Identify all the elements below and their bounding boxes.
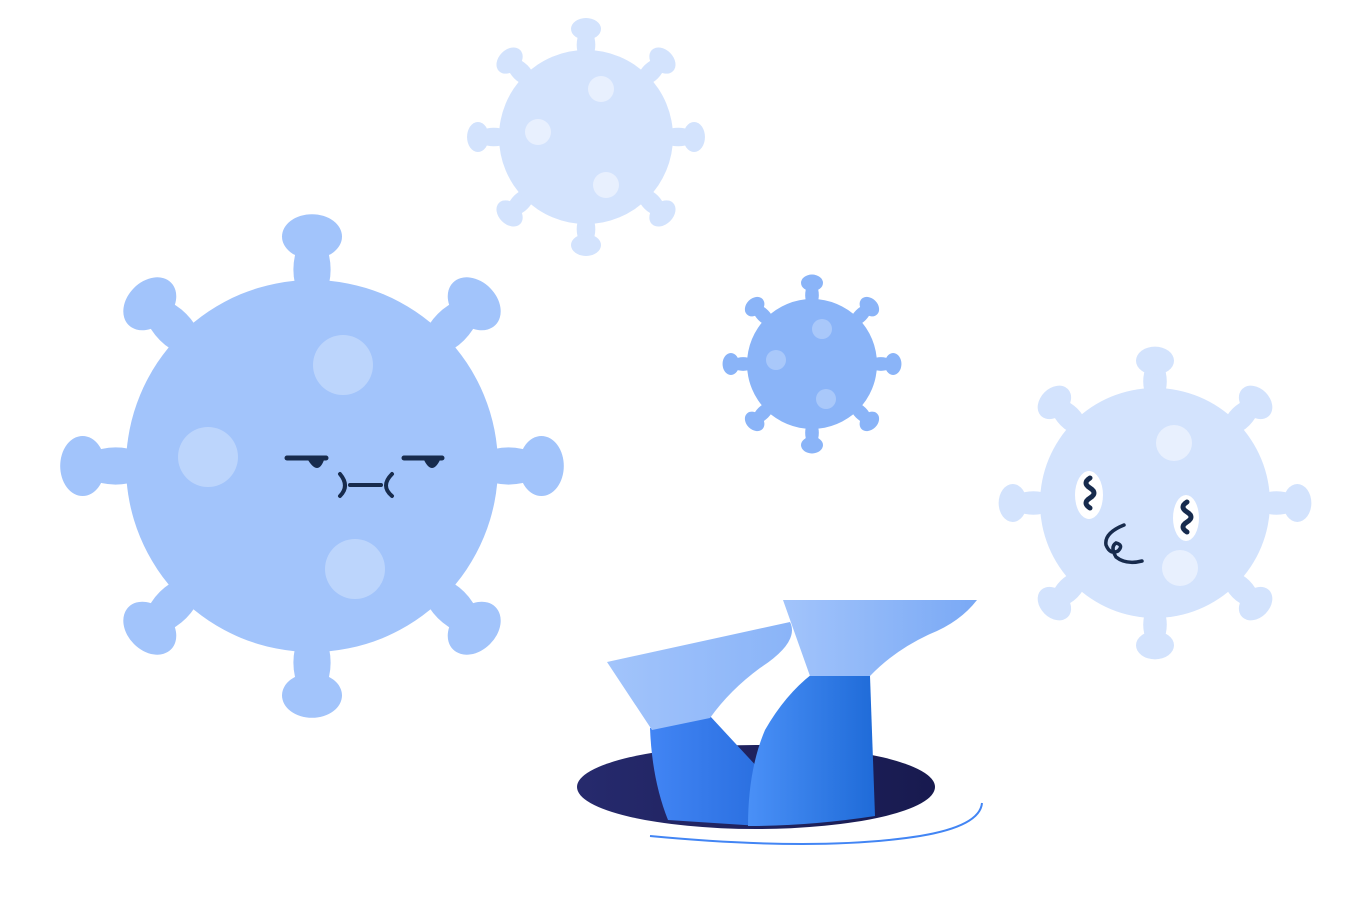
virus-spike-tip	[859, 296, 880, 317]
virus-spike-tip	[447, 601, 501, 655]
virus-spike-tip	[649, 47, 676, 74]
virus-spot	[525, 119, 551, 145]
virus-spike-tip	[467, 122, 489, 152]
grumpy-virus-face	[284, 455, 445, 498]
small-virus-middle	[722, 274, 902, 454]
right-pupil	[424, 460, 440, 468]
left-eye-squiggle	[1083, 475, 1097, 511]
virus-spot	[766, 350, 786, 370]
virus-body	[499, 50, 673, 224]
virus-spot	[178, 427, 238, 487]
left-shoe	[607, 622, 792, 730]
virus-spike-tip	[1037, 586, 1072, 621]
left-leg	[650, 716, 760, 826]
virus-spot	[812, 319, 832, 339]
virus-spike-tip	[496, 47, 523, 74]
virus-spike-tip	[801, 274, 823, 292]
virus-spike-tip	[801, 436, 823, 454]
virus-spike-tip	[60, 436, 106, 496]
water-ripple	[649, 802, 983, 845]
pale-virus-top	[467, 18, 705, 256]
virus-spike-tip	[859, 411, 880, 432]
virus-spike-tip	[1037, 385, 1072, 420]
virus-spike-tip	[1136, 346, 1174, 375]
virus-spike-tip	[1238, 586, 1273, 621]
virus-spike-tip	[571, 234, 601, 256]
virus-spike-tip	[683, 122, 705, 152]
virus-body	[126, 280, 498, 652]
virus-spike-tip	[884, 353, 902, 375]
virus-spike-tip	[496, 200, 523, 227]
virus-body	[747, 299, 877, 429]
left-pupil	[308, 460, 324, 468]
virus-spot	[325, 539, 385, 599]
virus-spike-tip	[282, 673, 342, 718]
grumpy-virus	[60, 214, 564, 718]
virus-spot	[816, 389, 836, 409]
virus-spot	[313, 335, 373, 395]
virus-spike-tip	[282, 214, 342, 259]
virus-spike-tip	[571, 18, 601, 40]
virus-spot	[1162, 550, 1198, 586]
virus-spike-tip	[519, 436, 564, 496]
virus-spike-tip	[722, 353, 740, 375]
right-eye-squiggle	[1180, 499, 1194, 535]
worried-virus-right	[998, 346, 1312, 660]
virus-spike-tip	[998, 484, 1027, 522]
virus-spike-tip	[123, 601, 177, 655]
virus-spike-tip	[1283, 484, 1312, 522]
virus-spot	[1156, 425, 1192, 461]
legs-in-hole	[577, 600, 983, 845]
virus-spike-tip	[744, 411, 765, 432]
virus-spike-tip	[744, 296, 765, 317]
right-shoe	[783, 600, 977, 676]
left-eye-white	[1075, 471, 1103, 519]
virus-spike-tip	[1136, 631, 1174, 660]
virus-spike-tip	[123, 277, 177, 331]
right-eye-white	[1173, 495, 1199, 541]
virus-spot	[588, 76, 614, 102]
right-leg	[748, 674, 875, 826]
virus-spot	[593, 172, 619, 198]
pouting-mouth	[338, 472, 394, 498]
worried-virus-face	[1075, 471, 1199, 565]
virus-body	[1040, 388, 1270, 618]
virus-spike-tip	[649, 200, 676, 227]
worried-mouth	[1104, 523, 1144, 565]
virus-spike-tip	[1238, 385, 1273, 420]
virus-spike-tip	[447, 277, 501, 331]
